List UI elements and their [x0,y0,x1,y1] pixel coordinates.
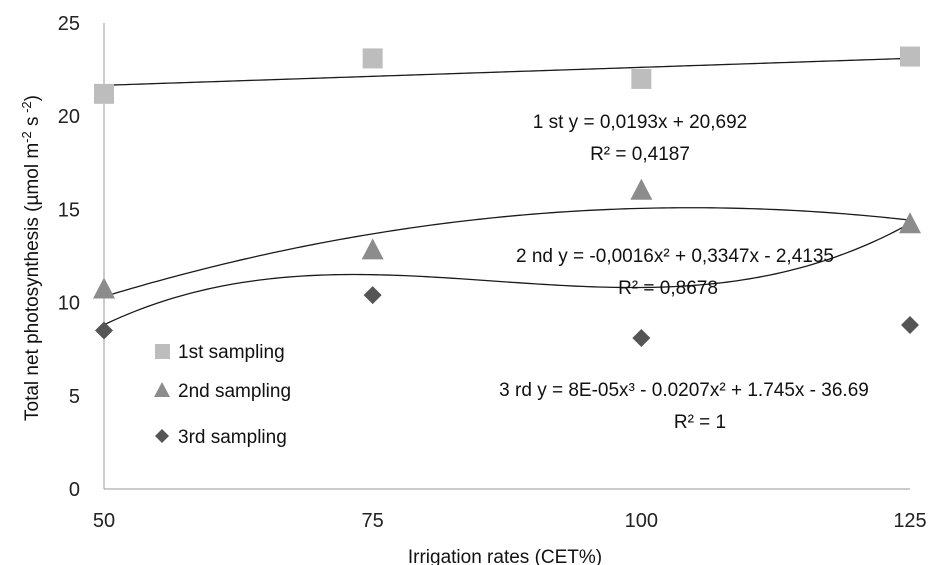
x-tick-label: 125 [893,510,926,532]
data-markers [93,46,921,348]
y-tick-label: 15 [58,199,80,221]
data-point-triangle [630,178,653,200]
data-point-square [362,48,383,69]
legend-label-1st: 1st sampling [178,342,285,363]
data-point-triangle [899,212,921,234]
y-tick-label: 5 [69,386,80,408]
legend-item-2nd: 2nd sampling [154,381,291,402]
legend: 1st sampling 2nd sampling 3rd sampling [154,342,291,448]
y-axis-title: Total net photosynthesis (µmol m-2 s -2) [19,95,43,421]
trendline-3 [103,222,911,326]
y-tick-label: 10 [58,293,80,315]
data-point-square [900,46,920,67]
data-point-diamond [901,315,919,334]
equation-1st: 1 st y = 0,0193x + 20,692 R² = 0,4187 [533,112,747,165]
x-tick-label: 100 [625,510,658,532]
equation-2nd: 2 nd y = -0,0016x² + 0,3347x - 2,4135 R²… [516,246,834,299]
y-tick-label: 25 [58,13,80,35]
plot-area: 0 5 10 15 20 25 50 75 100 125 [58,13,927,532]
data-point-square [94,83,114,104]
equation-3rd: 3 rd y = 8E-05x³ - 0.0207x² + 1.745x - 3… [499,380,869,433]
trendlines [103,57,911,326]
y-tick-label: 20 [58,106,80,128]
y-tick-label: 0 [69,479,80,501]
data-point-diamond [632,329,651,348]
trendline-1 [103,57,911,86]
data-point-square [631,68,652,89]
x-tick-labels: 50 75 100 125 [93,510,927,532]
x-axis-title: Irrigation rates (CET%) [408,547,602,565]
trendline-2 [103,207,911,298]
x-tick-label: 50 [93,510,115,532]
legend-square-marker [155,344,170,359]
data-point-triangle [93,277,115,299]
equation-1st-formula: 1 st y = 0,0193x + 20,692 [533,112,747,133]
equation-3rd-r2: R² = 1 [674,412,726,433]
data-point-diamond [95,321,113,340]
legend-triangle-marker [154,382,170,397]
equation-2nd-r2: R² = 0,8678 [618,278,718,299]
equation-3rd-formula: 3 rd y = 8E-05x³ - 0.0207x² + 1.745x - 3… [499,380,869,401]
legend-item-3rd: 3rd sampling [155,427,287,448]
equation-1st-r2: R² = 0,4187 [590,144,690,165]
legend-label-3rd: 3rd sampling [178,427,287,448]
data-point-diamond [363,286,382,305]
y-tick-labels: 0 5 10 15 20 25 [58,13,80,501]
x-tick-label: 75 [362,510,384,532]
legend-item-1st: 1st sampling [155,342,285,363]
equation-2nd-formula: 2 nd y = -0,0016x² + 0,3347x - 2,4135 [516,246,834,267]
legend-label-2nd: 2nd sampling [178,381,291,402]
data-point-triangle [361,238,384,260]
legend-diamond-marker [155,429,169,443]
